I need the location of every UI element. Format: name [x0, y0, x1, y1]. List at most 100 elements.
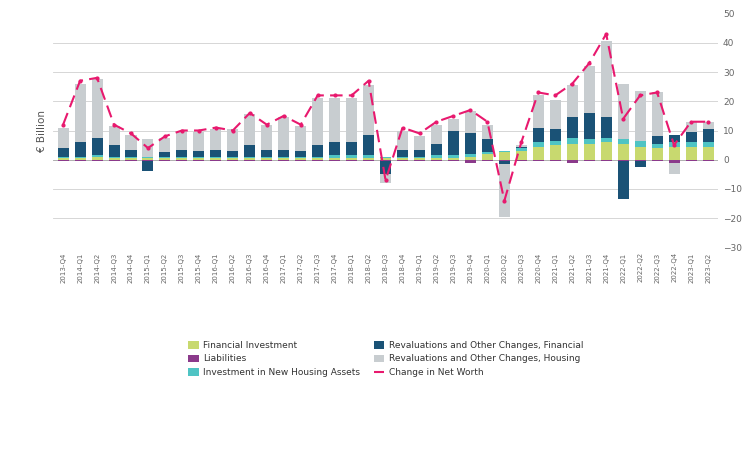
- Bar: [634, 147, 646, 160]
- Bar: [618, 161, 629, 199]
- Bar: [702, 147, 714, 160]
- Bar: [278, 160, 290, 161]
- Bar: [142, 161, 153, 171]
- Bar: [652, 160, 662, 161]
- Bar: [295, 126, 306, 151]
- Bar: [380, 161, 391, 174]
- Bar: [91, 138, 103, 155]
- Bar: [380, 174, 391, 183]
- Bar: [363, 155, 374, 158]
- Bar: [448, 119, 459, 130]
- Bar: [618, 144, 629, 160]
- Bar: [702, 122, 714, 129]
- Bar: [652, 144, 662, 148]
- Bar: [109, 126, 119, 145]
- Bar: [244, 160, 256, 161]
- Bar: [262, 125, 272, 149]
- Bar: [278, 158, 290, 160]
- Bar: [75, 84, 85, 142]
- Bar: [482, 154, 493, 160]
- Bar: [618, 160, 629, 161]
- Bar: [431, 155, 442, 158]
- Bar: [668, 147, 680, 160]
- Bar: [584, 160, 595, 161]
- Bar: [329, 158, 340, 160]
- Bar: [482, 125, 493, 140]
- Bar: [329, 99, 340, 142]
- Bar: [380, 158, 391, 160]
- Bar: [465, 133, 476, 154]
- Bar: [244, 145, 256, 157]
- Bar: [312, 158, 324, 160]
- Bar: [465, 112, 476, 133]
- Bar: [262, 157, 272, 158]
- Bar: [329, 160, 340, 161]
- Bar: [618, 140, 629, 144]
- Bar: [262, 160, 272, 161]
- Bar: [109, 157, 119, 158]
- Bar: [686, 142, 696, 147]
- Bar: [329, 155, 340, 158]
- Bar: [312, 99, 324, 145]
- Bar: [160, 158, 170, 160]
- Bar: [465, 157, 476, 160]
- Bar: [109, 145, 119, 157]
- Bar: [584, 144, 595, 160]
- Bar: [686, 147, 696, 160]
- Bar: [244, 157, 256, 158]
- Bar: [228, 157, 238, 158]
- Bar: [244, 114, 256, 145]
- Bar: [550, 129, 561, 141]
- Bar: [228, 160, 238, 161]
- Bar: [380, 157, 391, 158]
- Bar: [465, 154, 476, 157]
- Bar: [295, 151, 306, 157]
- Bar: [584, 140, 595, 144]
- Bar: [346, 158, 357, 160]
- Bar: [516, 148, 527, 151]
- Bar: [278, 149, 290, 157]
- Bar: [363, 85, 374, 135]
- Bar: [210, 157, 222, 158]
- Bar: [448, 158, 459, 160]
- Bar: [142, 157, 153, 158]
- Bar: [176, 149, 187, 157]
- Bar: [499, 153, 510, 160]
- Bar: [142, 140, 153, 157]
- Y-axis label: € Billion: € Billion: [37, 109, 48, 152]
- Bar: [516, 145, 527, 147]
- Bar: [652, 93, 662, 136]
- Bar: [618, 84, 629, 140]
- Bar: [567, 144, 578, 160]
- Bar: [414, 160, 425, 161]
- Bar: [702, 129, 714, 142]
- Bar: [160, 160, 170, 161]
- Bar: [176, 158, 187, 160]
- Bar: [262, 158, 272, 160]
- Bar: [431, 160, 442, 161]
- Bar: [431, 144, 442, 155]
- Bar: [57, 128, 69, 148]
- Bar: [550, 145, 561, 160]
- Bar: [533, 160, 544, 161]
- Bar: [601, 117, 612, 138]
- Bar: [346, 142, 357, 155]
- Bar: [601, 138, 612, 142]
- Bar: [75, 157, 85, 158]
- Bar: [176, 160, 187, 161]
- Bar: [160, 153, 170, 157]
- Bar: [482, 153, 493, 154]
- Bar: [634, 91, 646, 141]
- Bar: [109, 158, 119, 160]
- Bar: [567, 117, 578, 138]
- Bar: [567, 85, 578, 117]
- Bar: [194, 158, 204, 160]
- Bar: [550, 141, 561, 145]
- Bar: [160, 157, 170, 158]
- Bar: [397, 157, 408, 158]
- Bar: [176, 157, 187, 158]
- Bar: [57, 157, 69, 158]
- Bar: [228, 129, 238, 151]
- Bar: [380, 160, 391, 161]
- Bar: [57, 148, 69, 157]
